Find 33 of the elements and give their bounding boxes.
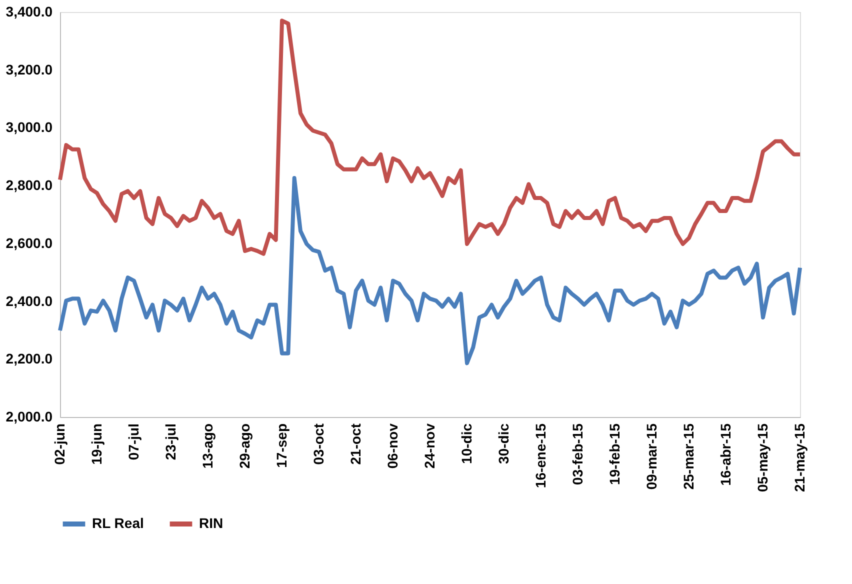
x-tick-label: 23-jul: [162, 424, 178, 460]
x-tick-label: 09-mar-15: [644, 423, 660, 490]
y-tick-label: 2,800.0: [6, 177, 53, 194]
x-tick-label: 02-jun: [52, 424, 68, 465]
x-tick-label: 24-nov: [422, 423, 438, 469]
x-tick-label: 05-may-15: [754, 423, 770, 492]
x-tick-label: 29-ago: [236, 424, 252, 469]
x-tick-label: 25-mar-15: [680, 423, 696, 490]
x-tick-label: 03-feb-15: [570, 423, 586, 485]
x-tick-label: 19-feb-15: [606, 423, 622, 485]
y-tick-label: 3,400.0: [6, 4, 53, 20]
y-tick-label: 2,400.0: [6, 292, 53, 309]
x-tick-label: 21-oct: [348, 423, 364, 465]
x-tick-label: 10-dic: [458, 423, 474, 464]
legend-label: RIN: [199, 515, 224, 531]
y-tick-label: 3,000.0: [6, 119, 53, 136]
y-tick-label: 2,600.0: [6, 234, 53, 251]
x-tick-label: 17-sep: [274, 424, 290, 468]
y-tick-label: 3,200.0: [6, 61, 53, 78]
y-tick-label: 2,000.0: [6, 408, 53, 424]
x-tick-label: 13-ago: [200, 424, 216, 469]
x-tick-label: 16-ene-15: [532, 423, 548, 488]
line-series: [58, 176, 802, 366]
x-tick-label: 19-jun: [88, 424, 104, 465]
line-series: [58, 18, 802, 256]
x-tick-label: 07-jul: [126, 424, 142, 460]
y-tick-label: 2,200.0: [6, 350, 53, 367]
legend-label: RL Real: [92, 515, 144, 531]
x-tick-label: 03-oct: [310, 423, 326, 465]
x-tick-label: 06-nov: [384, 423, 400, 469]
x-tick-label: 16-abr-15: [718, 423, 734, 486]
x-tick-label: 21-may-15: [792, 423, 808, 492]
x-tick-label: 30-dic: [496, 423, 512, 464]
